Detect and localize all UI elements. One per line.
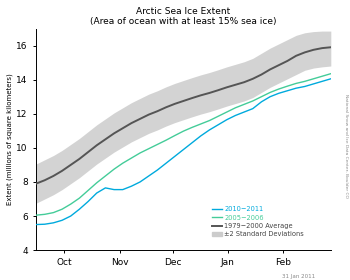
Text: 31 Jan 2011: 31 Jan 2011 <box>282 274 315 279</box>
Title: Arctic Sea Ice Extent
(Area of ocean with at least 15% sea ice): Arctic Sea Ice Extent (Area of ocean wit… <box>90 7 277 26</box>
Y-axis label: Extent (millions of square kilometers): Extent (millions of square kilometers) <box>7 73 13 205</box>
Legend: 2010−2011, 2005−2006, 1979−2000 Average, ±2 Standard Deviations: 2010−2011, 2005−2006, 1979−2000 Average,… <box>209 204 307 240</box>
Text: National Snow and Ice Data Center, Boulder CO: National Snow and Ice Data Center, Bould… <box>344 94 348 197</box>
